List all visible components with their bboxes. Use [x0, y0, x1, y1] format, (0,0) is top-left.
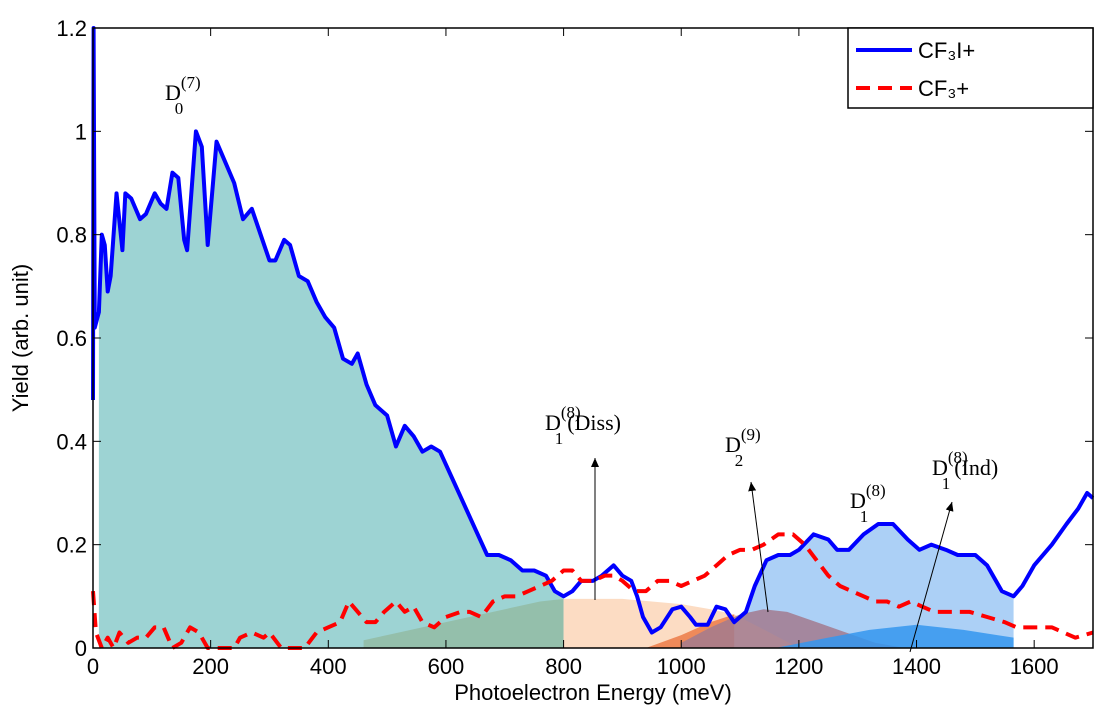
- annotation-text: D: [165, 80, 181, 105]
- annotation: D(7) 0: [165, 73, 201, 118]
- annotation: D(8) 1: [850, 481, 886, 526]
- annotation: D(8) 1(Ind): [932, 448, 998, 493]
- area-fill: [98, 131, 564, 649]
- x-tick-label: 0: [87, 654, 99, 679]
- area-fill: [734, 524, 1014, 648]
- annotation-sup: (7): [181, 73, 201, 92]
- x-tick-label: 200: [192, 654, 229, 679]
- y-tick-label: 0.6: [56, 326, 87, 351]
- component-band: [363, 598, 564, 648]
- annotation-arrows: [591, 458, 954, 653]
- component-band: [775, 624, 1014, 648]
- annotation-sub: 1: [942, 474, 951, 493]
- series-line: [91, 26, 1094, 635]
- x-tick-label: 1000: [657, 654, 706, 679]
- annotation-sub: 2: [735, 451, 744, 470]
- annotation-sub: 1: [555, 429, 564, 448]
- annotation-text: D: [932, 455, 948, 480]
- y-tick-label: 0: [75, 636, 87, 661]
- annotation-sup: (8): [948, 448, 968, 467]
- y-tick-label: 1: [75, 119, 87, 144]
- annotation-sup: (9): [741, 425, 761, 444]
- x-axis-title: Photoelectron Energy (meV): [454, 680, 732, 705]
- x-tick-label: 1600: [1010, 654, 1059, 679]
- annotation-suffix: (Diss): [567, 410, 621, 435]
- annotation-sub: 1: [860, 507, 869, 526]
- annotation: D(9) 2: [725, 425, 761, 470]
- annotation-sup: (8): [866, 481, 886, 500]
- legend-box: [847, 27, 1094, 109]
- annotation: D(8) 1(Diss): [545, 403, 621, 448]
- annotation-text: D: [850, 488, 866, 513]
- y-tick-label: 0.4: [56, 429, 87, 454]
- y-tick-label: 1.2: [56, 16, 87, 41]
- x-tick-label: 1400: [892, 654, 941, 679]
- annotation-sup: (8): [561, 403, 581, 422]
- y-tick-label: 0.8: [56, 223, 87, 248]
- annotation-text: D: [545, 410, 561, 435]
- legend-label: CF₃+: [918, 76, 969, 101]
- y-tick-label: 0.2: [56, 533, 87, 558]
- x-tick-label: 600: [428, 654, 465, 679]
- y-axis-title: Yield (arb. unit): [8, 264, 33, 412]
- annotation-sub: 0: [175, 99, 184, 118]
- series-line: [91, 532, 1094, 650]
- x-tick-label: 400: [310, 654, 347, 679]
- legend-label: CF₃I+: [918, 38, 975, 63]
- x-tick-label: 800: [545, 654, 582, 679]
- annotation-text: D: [725, 432, 741, 457]
- annotation-suffix: (Ind): [954, 455, 998, 480]
- x-tick-label: 1200: [774, 654, 823, 679]
